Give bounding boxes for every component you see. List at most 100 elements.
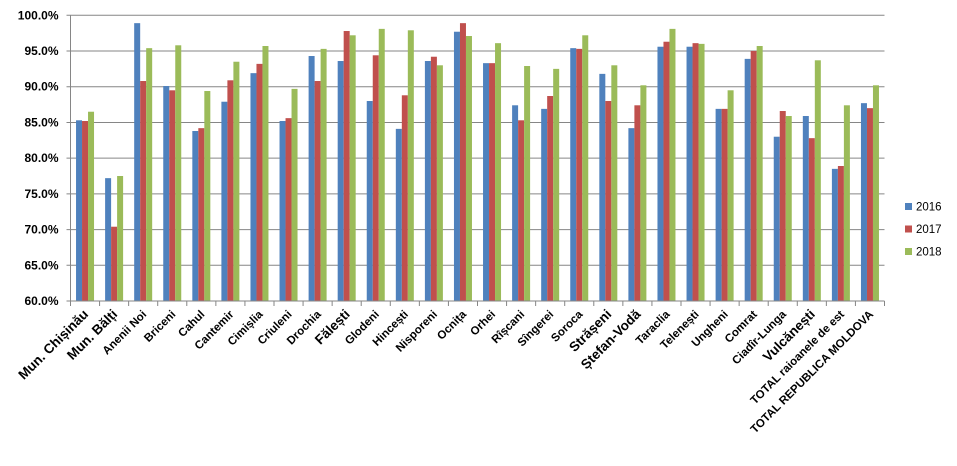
bar-2016	[134, 23, 141, 302]
bar-2017	[721, 108, 728, 301]
bar-2017	[285, 118, 292, 301]
legend-swatch-2016	[905, 203, 912, 210]
bar-2018	[146, 48, 153, 301]
axes	[70, 15, 885, 306]
bar-2018	[349, 35, 356, 301]
bar-2017	[343, 31, 350, 302]
bar-2017	[605, 101, 612, 301]
bar-2017	[866, 108, 873, 301]
bar-2016	[163, 86, 170, 302]
bar-2016	[250, 73, 257, 301]
bar-2018	[436, 65, 443, 301]
bar-2016	[657, 46, 664, 301]
bar-2016	[453, 31, 460, 301]
bar-2017	[82, 121, 89, 301]
bar-2016	[105, 178, 112, 301]
bar-2018	[233, 61, 240, 301]
bar-2018	[640, 85, 647, 301]
bar-2017	[518, 120, 525, 302]
bar-2018	[291, 88, 298, 301]
bar-2017	[227, 80, 234, 301]
bar-2018	[320, 48, 327, 301]
bar-2017	[256, 63, 263, 301]
bar-2018	[204, 91, 211, 301]
bar-2016	[366, 101, 373, 301]
bar-2017	[314, 81, 321, 301]
bar-2018	[495, 43, 502, 301]
legend-swatch-2018	[905, 248, 912, 255]
bar-2016	[424, 61, 431, 302]
bar-2016	[570, 48, 577, 301]
bar-2018	[814, 60, 821, 302]
bar-2018	[727, 90, 734, 301]
legend-label: 2017	[916, 224, 942, 236]
bar-2018	[669, 28, 676, 301]
bar-2017	[430, 56, 437, 301]
bar-2017	[808, 138, 815, 301]
bar-2016	[715, 108, 722, 301]
bar-2017	[750, 51, 757, 302]
bar-2018	[872, 85, 879, 301]
bar-2017	[372, 55, 379, 301]
bar-2017	[198, 128, 205, 301]
bar-2017	[459, 23, 466, 302]
bar-2017	[169, 90, 176, 301]
bar-2017	[663, 41, 670, 302]
bar-2016	[279, 121, 286, 301]
legend-label: 2016	[916, 202, 942, 214]
bar-2016	[860, 103, 867, 302]
x-tick-label: Briceni	[142, 309, 178, 345]
bar-2018	[407, 30, 414, 301]
bar-2016	[221, 101, 228, 302]
bar-2017	[140, 81, 147, 301]
bar-2016	[628, 128, 635, 301]
bar-2017	[111, 226, 118, 301]
y-tick-label: 100.0%	[18, 8, 59, 22]
bar-2016	[831, 168, 838, 301]
bar-2016	[802, 116, 809, 301]
bar-2018	[262, 46, 269, 301]
bar-2018	[611, 65, 618, 301]
bar-2018	[378, 28, 385, 301]
y-tick-label: 80.0%	[24, 151, 58, 165]
bar-2017	[489, 63, 496, 301]
bar-2017	[634, 105, 641, 301]
bar-2016	[541, 108, 548, 301]
y-tick-label: 85.0%	[24, 115, 58, 129]
bar-2018	[756, 46, 763, 301]
bar-2016	[192, 131, 199, 301]
bar-2018	[582, 35, 589, 301]
bar-2017	[837, 166, 844, 301]
bar-2018	[465, 36, 472, 302]
bar-2018	[88, 111, 95, 301]
bar-2018	[553, 68, 560, 302]
y-tick-label: 60.0%	[24, 294, 58, 308]
bar-2018	[175, 45, 182, 302]
y-tick-label: 65.0%	[24, 258, 58, 272]
legend-label: 2018	[916, 247, 942, 259]
bar-2017	[547, 96, 554, 301]
x-tick-label: Ocnița	[435, 308, 469, 342]
bar-2016	[483, 63, 490, 301]
bar-2016	[773, 136, 780, 301]
bar-2016	[599, 73, 606, 301]
bar-2016	[744, 58, 751, 302]
bar-2017	[692, 43, 699, 301]
bar-2017	[401, 95, 408, 302]
y-tick-label: 95.0%	[24, 44, 58, 58]
y-tick-label: 70.0%	[24, 223, 58, 237]
y-tick-label: 90.0%	[24, 80, 58, 94]
bar-2016	[308, 56, 315, 301]
y-axis-labels: 60.0% 65.0% 70.0% 75.0% 80.0% 85.0% 90.0% 95.0%…	[18, 8, 59, 308]
bar-2018	[843, 105, 850, 301]
bar-2018	[524, 66, 531, 301]
bar-2016	[512, 105, 519, 301]
legend: 2016 2017 2018	[905, 202, 942, 259]
bar-2016	[686, 46, 693, 301]
bar-2016	[395, 128, 402, 301]
bar-2018	[117, 176, 124, 301]
bar-2016	[337, 61, 344, 302]
bars	[76, 23, 879, 302]
